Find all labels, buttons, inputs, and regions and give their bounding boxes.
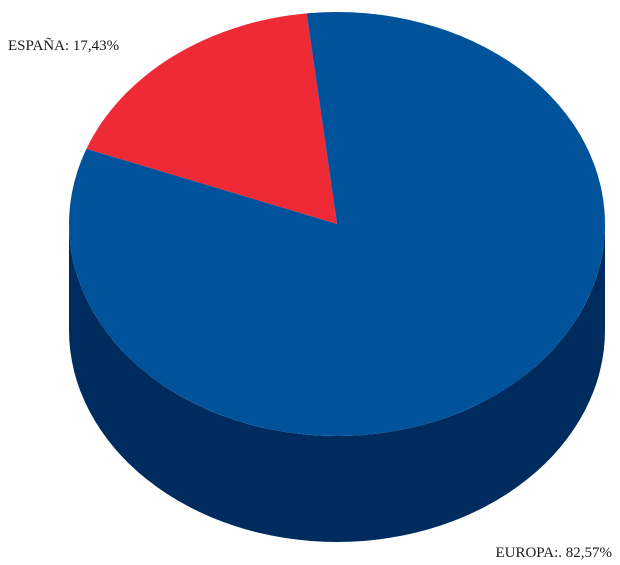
pie-top-layer [69,11,606,436]
pie-slice-espa-a [86,13,337,225]
pie-slice-europa [69,11,606,436]
label-europa: EUROPA:. 82,57% [495,545,612,561]
pie-side-wall [69,224,605,542]
label-espana: ESPAÑA: 17,43% [8,38,119,54]
pie-side-layer [69,224,605,542]
pie-label-layer: ESPAÑA: 17,43% EUROPA:. 82,57% [8,38,612,561]
